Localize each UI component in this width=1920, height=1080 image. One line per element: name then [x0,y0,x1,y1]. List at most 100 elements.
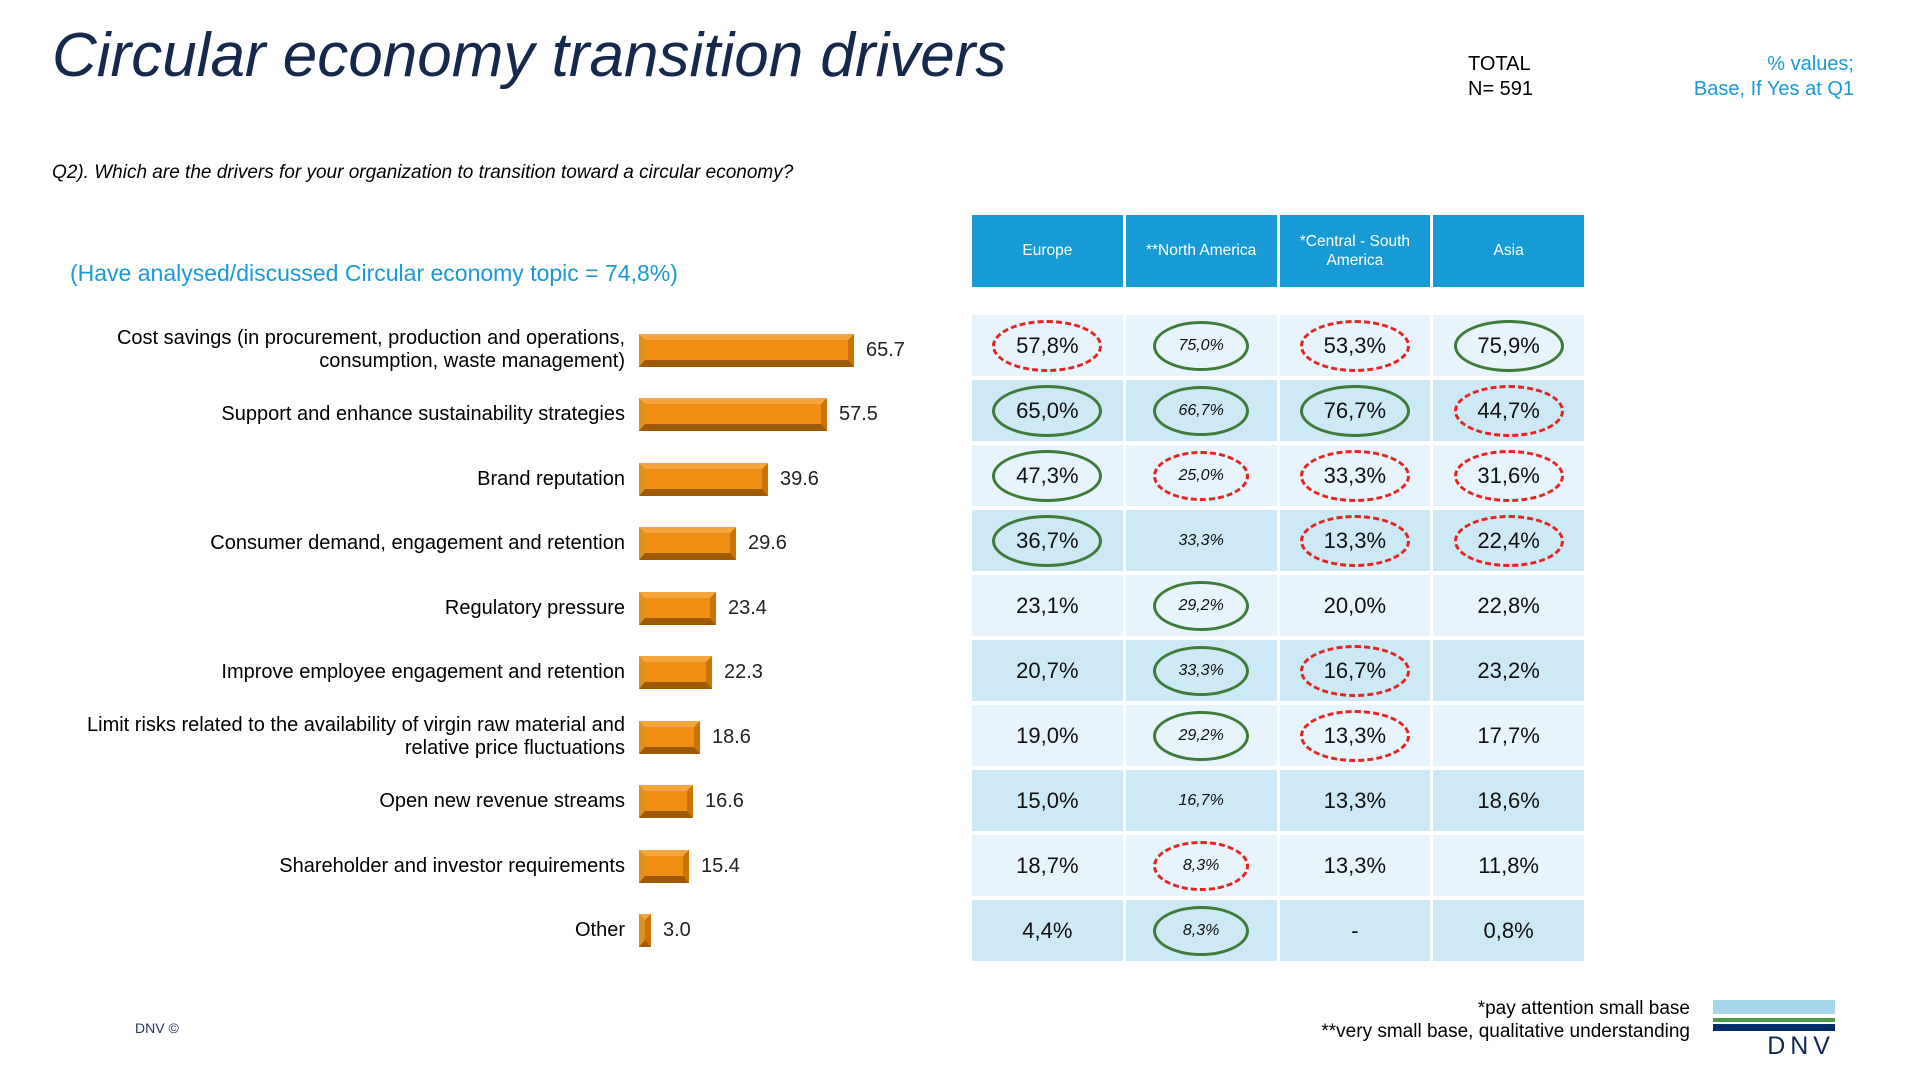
green-ellipse-highlight: 29,2% [1153,580,1250,631]
table-cell: 23,1% [972,575,1123,636]
total-label: TOTAL [1468,53,1531,75]
category-label: Brand reputation [477,467,625,490]
dnv-logo-lightblue-bar [1713,1000,1835,1014]
bar [639,591,716,625]
red-dashed-ellipse-highlight: 44,7% [1453,384,1564,437]
table-cell: 8,3% [1125,835,1277,896]
table-cell: - [1279,900,1431,961]
table-cell: 66,7% [1125,380,1277,441]
green-ellipse-highlight: 29,2% [1153,710,1250,761]
table-row: 57,8% 75,0% 53,3% 75,9% [972,315,1584,376]
table-row: 47,3% 25,0% 33,3% 31,6% [972,445,1584,506]
table-row: 20,7% 33,3% 16,7% 23,2% [972,640,1584,701]
red-dashed-ellipse-highlight: 53,3% [1299,319,1410,372]
green-ellipse-highlight: 76,7% [1299,384,1410,437]
table-cell: 4,4% [972,900,1123,961]
red-dashed-ellipse-highlight: 8,3% [1153,840,1250,891]
green-ellipse-highlight: 36,7% [992,514,1103,567]
percent-values-line2: Base, If Yes at Q1 [1693,78,1854,100]
table-cell: 13,3% [1279,770,1431,831]
table-cell: 53,3% [1279,315,1431,376]
bar [639,398,827,432]
table-cell: 33,3% [1125,510,1277,571]
regional-table-body: 57,8% 75,0% 53,3% 75,9% 65,0% 66,7% 76,7% 44,7%… [972,315,1584,961]
bar [639,849,689,883]
red-dashed-ellipse-highlight: 22,4% [1453,514,1564,567]
green-ellipse-highlight: 33,3% [1153,645,1250,696]
column-header: Europe [972,215,1123,287]
table-cell: 22,4% [1433,510,1584,571]
table-row: 18,7% 8,3% 13,3% 11,8% [972,835,1584,896]
bar [639,785,693,819]
table-row: 65,0% 66,7% 76,7% 44,7% [972,380,1584,441]
bar-value: 65.7 [866,338,905,361]
regional-table-header: Europe **North America *Central - South Am… [972,215,1584,287]
category-label: Consumer demand, engagement and retentio… [210,532,625,555]
table-cell: 47,3% [972,445,1123,506]
bar-value: 15.4 [701,854,740,877]
table-cell: 23,2% [1433,640,1584,701]
column-header: Asia [1433,215,1584,287]
table-cell: 29,2% [1125,705,1277,766]
table-cell: 65,0% [972,380,1123,441]
bar [639,462,768,496]
table-cell: 57,8% [972,315,1123,376]
bar-value: 22.3 [724,661,763,684]
table-cell: 15,0% [972,770,1123,831]
column-header: **North America [1125,215,1277,287]
table-cell: 76,7% [1279,380,1431,441]
table-cell: 20,7% [972,640,1123,701]
percent-values-line1: % values; [1767,53,1854,75]
table-row: 19,0% 29,2% 13,3% 17,7% [972,705,1584,766]
bar-value: 16.6 [705,790,744,813]
table-cell: 29,2% [1125,575,1277,636]
table-cell: 31,6% [1433,445,1584,506]
category-label: Shareholder and investor requirements [279,854,625,877]
bar [639,656,712,690]
bar-value: 18.6 [712,725,751,748]
bar-value: 23.4 [728,596,767,619]
table-cell: 17,7% [1433,705,1584,766]
table-cell: 75,9% [1433,315,1584,376]
dnv-logo-green-bar [1713,1018,1835,1022]
table-cell: 13,3% [1279,705,1431,766]
column-header: *Central - South America [1279,215,1431,287]
bar-value: 39.6 [780,467,819,490]
table-cell: 11,8% [1433,835,1584,896]
total-base-note: TOTAL N= 591 [1468,52,1533,102]
table-cell: 0,8% [1433,900,1584,961]
bar [639,333,854,367]
bar-value: 29.6 [748,532,787,555]
bar-value: 3.0 [663,919,691,942]
table-cell: 20,0% [1279,575,1431,636]
table-cell: 13,3% [1279,510,1431,571]
table-cell: 16,7% [1279,640,1431,701]
table-row: 23,1% 29,2% 20,0% 22,8% [972,575,1584,636]
dnv-logo-text: DNV [1767,1032,1835,1060]
chart-row: Open new revenue streams 16.6 [52,770,932,835]
table-cell: 25,0% [1125,445,1277,506]
red-dashed-ellipse-highlight: 31,6% [1453,449,1564,502]
chart-row: Support and enhance sustainability strat… [52,383,932,448]
chart-row: Other 3.0 [52,899,932,964]
bar-chart: Cost savings (in procurement, production… [52,318,932,963]
chart-row: Regulatory pressure 23.4 [52,576,932,641]
table-cell: 8,3% [1125,900,1277,961]
bar [639,720,700,754]
bar-value: 57.5 [839,403,878,426]
table-cell: 33,3% [1279,445,1431,506]
green-ellipse-highlight: 75,0% [1153,320,1250,371]
green-ellipse-highlight: 8,3% [1153,905,1250,956]
green-ellipse-highlight: 47,3% [992,449,1103,502]
category-label: Open new revenue streams [379,790,625,813]
bar [639,527,736,561]
table-cell: 36,7% [972,510,1123,571]
percent-values-note: % values; Base, If Yes at Q1 [1694,52,1854,102]
red-dashed-ellipse-highlight: 16,7% [1299,644,1410,697]
red-dashed-ellipse-highlight: 25,0% [1153,450,1250,501]
red-dashed-ellipse-highlight: 33,3% [1299,449,1410,502]
category-label: Support and enhance sustainability strat… [221,403,625,426]
green-ellipse-highlight: 66,7% [1153,385,1250,436]
category-label: Improve employee engagement and retentio… [221,661,625,684]
table-row: 4,4% 8,3% -0,8% [972,900,1584,961]
